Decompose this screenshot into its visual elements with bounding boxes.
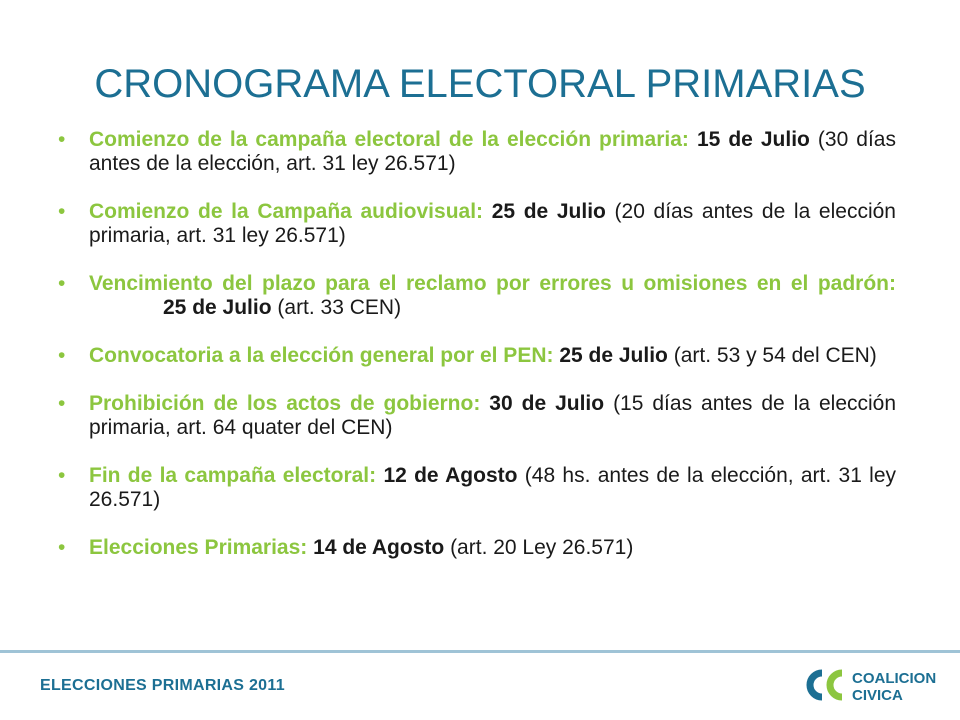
item-note: (art. 20 Ley 26.571) (450, 536, 634, 559)
item-label: Fin de la campaña electoral: (89, 464, 377, 487)
item-date: 14 de Agosto (313, 536, 445, 559)
coalicion-civica-logo: COALICION CIVICA (800, 665, 940, 711)
schedule-list: Comienzo de la campaña electoral de la e… (58, 128, 896, 584)
footer-caption: ELECCIONES PRIMARIAS 2011 (40, 677, 285, 694)
item-note: (48 hs. antes de la elección, art. 31 le… (89, 464, 897, 511)
item-date: 25 de Julio (491, 200, 606, 223)
list-item: Elecciones Primarias: 14 de Agosto (art.… (58, 536, 896, 560)
cc-logo-icon (806, 669, 843, 701)
logo-line-2: CIVICA (852, 687, 903, 704)
item-label: Vencimiento del plazo para el reclamo po… (89, 272, 896, 295)
item-label: Convocatoria a la elección general por e… (89, 344, 554, 367)
list-item: Vencimiento del plazo para el reclamo po… (58, 272, 896, 320)
item-date: 15 de Julio (696, 128, 810, 151)
item-note: (15 días antes de la elección primaria, … (89, 392, 897, 439)
list-item: Comienzo de la campaña electoral de la e… (58, 128, 896, 176)
item-label: Comienzo de la campaña electoral de la e… (89, 128, 689, 151)
list-item: Convocatoria a la elección general por e… (58, 344, 896, 368)
item-date: 25 de Julio (163, 296, 272, 319)
list-item: Fin de la campaña electoral: 12 de Agost… (58, 464, 896, 512)
item-date: 30 de Julio (489, 392, 605, 415)
item-note: (20 días antes de la elección primaria, … (89, 200, 896, 247)
list-item: Prohibición de los actos de gobierno: 30… (58, 392, 896, 440)
item-note: (art. 53 y 54 del CEN) (673, 344, 877, 367)
logo-wordmark: COALICION CIVICA (852, 670, 936, 704)
item-note: (30 días antes de la elección, art. 31 l… (89, 128, 896, 175)
slide-title: CRONOGRAMA ELECTORAL PRIMARIAS (94, 62, 866, 106)
item-date: 25 de Julio (559, 344, 668, 367)
list-item: Comienzo de la Campaña audiovisual: 25 d… (58, 200, 896, 248)
item-date: 12 de Agosto (383, 464, 518, 487)
item-label: Comienzo de la Campaña audiovisual: (89, 200, 484, 223)
item-label: Prohibición de los actos de gobierno: (89, 392, 481, 415)
item-note: (art. 33 CEN) (277, 296, 402, 319)
item-label: Elecciones Primarias: (89, 536, 308, 559)
footer-divider (0, 650, 960, 653)
logo-line-1: COALICION (852, 670, 937, 687)
